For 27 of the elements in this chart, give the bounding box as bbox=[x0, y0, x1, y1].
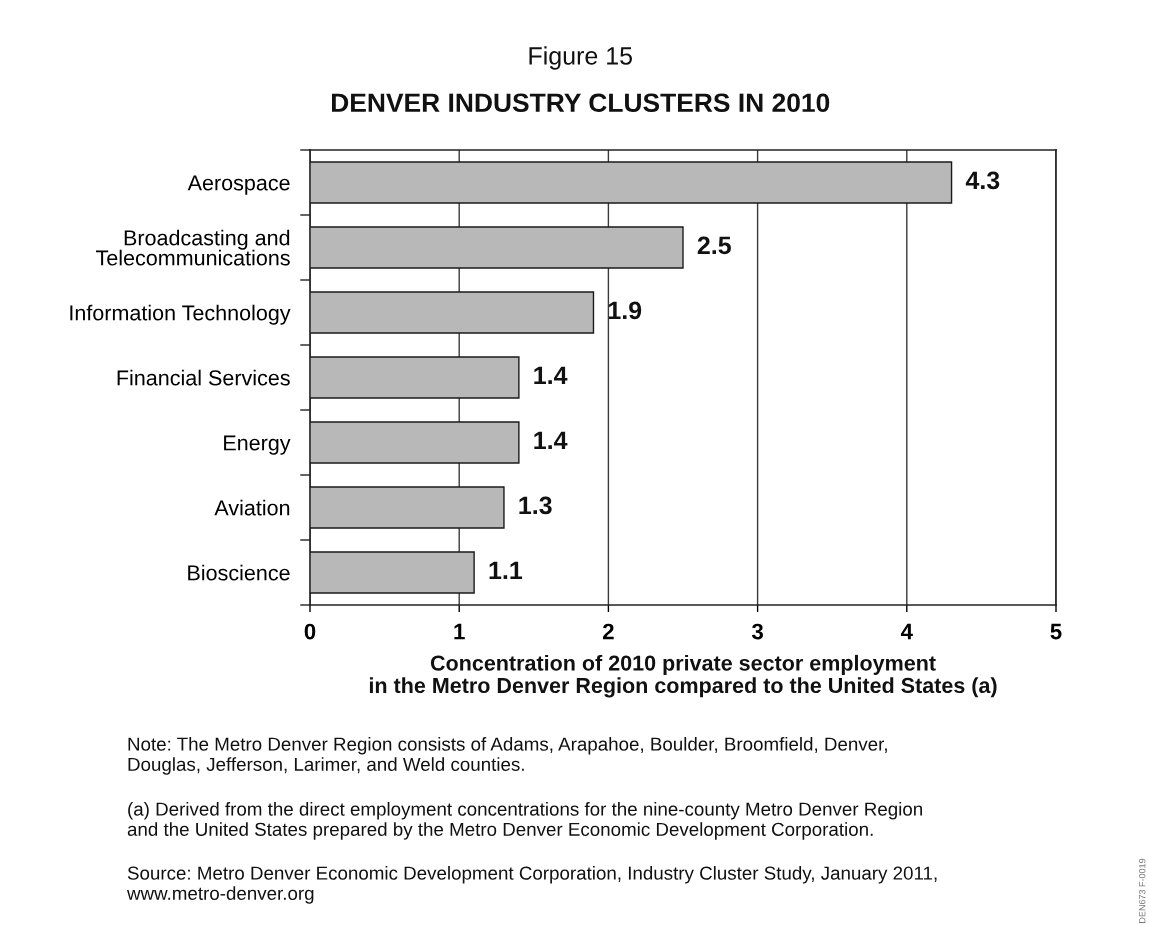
text: DEN673 F-0019 bbox=[1139, 858, 1146, 923]
data-label: 4.3 bbox=[965, 171, 1000, 190]
y-tick-label: Energy bbox=[224, 435, 291, 455]
y-tick-label: Financial Services bbox=[117, 369, 290, 386]
chart-title: Figure 15 bbox=[529, 46, 633, 70]
y-tick-label: Aviation bbox=[214, 499, 290, 516]
data-label: 2.5 bbox=[697, 236, 731, 255]
data-label: 1.9 bbox=[608, 301, 642, 320]
x-tick-label: 2 bbox=[602, 623, 614, 640]
x-tick-label: 5 bbox=[1050, 623, 1062, 640]
data-label: 1.4 bbox=[534, 366, 568, 384]
y-tick-label: Aerospace bbox=[187, 175, 290, 195]
x-tick-label: 4 bbox=[900, 623, 913, 640]
x-axis-title: Concentration of 2010 private sector employment in the Metro Denver Region compared to the United States (a) bbox=[369, 654, 997, 698]
data-label: 1.1 bbox=[489, 561, 523, 579]
y-tick-label: Bioscience bbox=[188, 564, 290, 581]
text: (a) Derived from the direct employment concentrations for the nine-county Metro Denver Region and the United States prepared by the Metro Denver Economic Development Corporation. bbox=[127, 802, 922, 840]
chart-subtitle: DENVER INDUSTRY CLUSTERS IN 2010 bbox=[331, 93, 830, 113]
y-tick-label: Broadcasting and Telecommunications bbox=[96, 229, 290, 266]
x-tick-label: 3 bbox=[751, 623, 763, 640]
text: Note: The Metro Denver Region consists of Adams, Arapahoe, Boulder, Broomfield, Denver, Douglas, Jefferson, Larimer, and Weld counties. bbox=[128, 737, 887, 775]
data-label: 1.4 bbox=[534, 431, 568, 449]
source-note: Source: Metro Denver Economic Development Corporation, Industry Cluster Study, January 2011, www.metro-denver.org bbox=[126, 866, 937, 904]
x-tick-label: 0 bbox=[304, 623, 316, 640]
x-tick-label: 1 bbox=[454, 623, 465, 640]
data-label: 1.3 bbox=[519, 496, 552, 515]
y-tick-label: Information Technology bbox=[70, 304, 291, 325]
